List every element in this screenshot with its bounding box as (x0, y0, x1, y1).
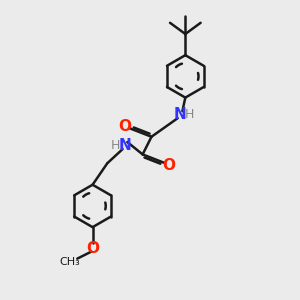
Text: N: N (118, 138, 131, 153)
Text: CH₃: CH₃ (59, 256, 80, 267)
Text: H: H (185, 108, 194, 121)
Text: O: O (118, 118, 131, 134)
Text: N: N (174, 107, 186, 122)
Text: O: O (163, 158, 176, 172)
Text: O: O (86, 241, 99, 256)
Text: H: H (111, 139, 120, 152)
